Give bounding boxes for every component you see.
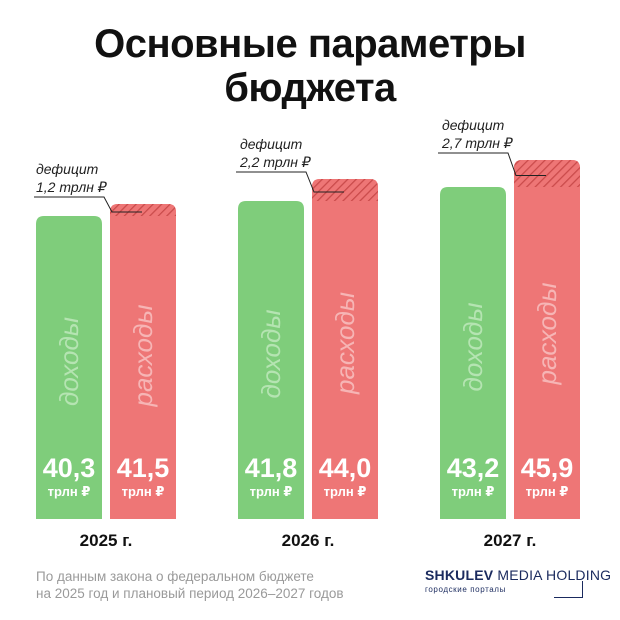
bar-deficit-1 xyxy=(110,204,176,216)
value-label-income-2: 41,8 xyxy=(245,453,298,483)
bar-income-3 xyxy=(440,187,506,519)
value-label-expense-2: 44,0 xyxy=(319,453,372,483)
unit-label-expense-3: трлн ₽ xyxy=(526,484,569,499)
deficit-value-1: 1,2 трлн ₽ xyxy=(36,179,108,195)
deficit-prefix-2: дефицит xyxy=(240,136,303,152)
unit-label-income-3: трлн ₽ xyxy=(452,484,495,499)
series-label-income-2: доходы xyxy=(256,310,286,399)
unit-label-expense-2: трлн ₽ xyxy=(324,484,367,499)
chart-title: Основные параметры бюджета xyxy=(0,22,620,110)
bar-income-2 xyxy=(238,201,304,519)
source-note-line2: на 2025 год и плановый период 2026–2027 … xyxy=(36,586,344,601)
series-label-income-3: доходы xyxy=(458,303,488,392)
brand-name-bold: SHKULEV xyxy=(425,567,494,583)
brand-logo: SHKULEV MEDIA HOLDING городские порталы xyxy=(425,567,611,594)
deficit-prefix-1: дефицит xyxy=(36,161,99,177)
brand-name: SHKULEV MEDIA HOLDING xyxy=(425,567,611,583)
bar-expense-3 xyxy=(514,160,580,519)
unit-label-income-2: трлн ₽ xyxy=(250,484,293,499)
deficit-leader-line-3 xyxy=(438,152,546,176)
value-label-expense-3: 45,9 xyxy=(521,453,574,483)
category-label-1: 2025 г. xyxy=(80,531,133,550)
source-note-line1: По данным закона о федеральном бюджете xyxy=(36,569,314,584)
bar-deficit-3 xyxy=(514,160,580,187)
bar-expense-2 xyxy=(312,179,378,519)
value-label-income-3: 43,2 xyxy=(447,453,500,483)
bar-expense-1 xyxy=(110,204,176,519)
series-label-income-1: доходы xyxy=(54,317,84,406)
chart-title-line2: бюджета xyxy=(224,66,396,110)
category-label-3: 2027 г. xyxy=(484,531,537,550)
brand-corner-mark xyxy=(554,581,583,598)
brand-name-light: MEDIA HOLDING xyxy=(493,567,612,583)
deficit-leader-line-1 xyxy=(34,196,142,213)
series-label-expense-1: расходы xyxy=(128,304,158,407)
series-label-expense-3: расходы xyxy=(532,282,562,385)
chart-title-line1: Основные параметры xyxy=(94,22,526,66)
category-label-2: 2026 г. xyxy=(282,531,335,550)
brand-subtitle: городские порталы xyxy=(425,585,506,594)
unit-label-expense-1: трлн ₽ xyxy=(122,484,165,499)
deficit-value-2: 2,2 трлн ₽ xyxy=(239,154,312,170)
series-label-expense-2: расходы xyxy=(330,292,360,395)
bar-income-1 xyxy=(36,216,102,519)
source-note: По данным закона о федеральном бюджете н… xyxy=(36,568,344,602)
value-label-income-1: 40,3 xyxy=(43,453,96,483)
bar-deficit-2 xyxy=(312,179,378,201)
unit-label-income-1: трлн ₽ xyxy=(48,484,91,499)
deficit-prefix-3: дефицит xyxy=(442,117,505,133)
deficit-leader-line-2 xyxy=(236,171,344,193)
deficit-value-3: 2,7 трлн ₽ xyxy=(441,135,514,151)
value-label-expense-1: 41,5 xyxy=(117,453,170,483)
